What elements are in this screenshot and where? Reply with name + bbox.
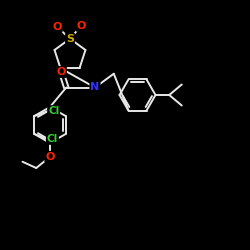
Text: N: N (90, 82, 100, 92)
Text: S: S (66, 34, 74, 44)
Text: Cl: Cl (48, 106, 59, 116)
Text: O: O (76, 21, 86, 31)
Text: O: O (56, 67, 66, 77)
Text: Cl: Cl (47, 134, 58, 144)
Text: O: O (45, 152, 55, 162)
Text: O: O (52, 22, 62, 32)
